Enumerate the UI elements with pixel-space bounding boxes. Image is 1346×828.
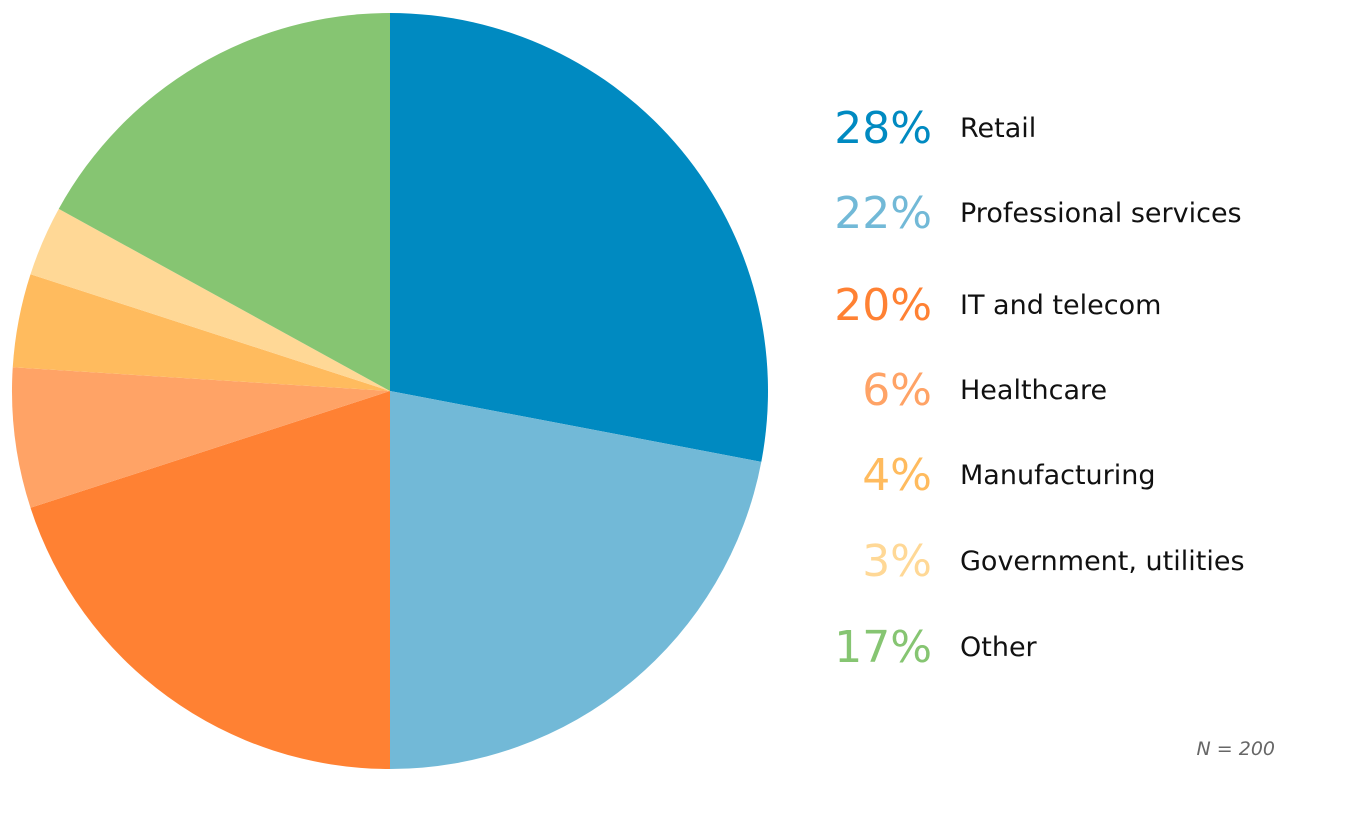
legend-item-it-and-telecom: 20% IT and telecom xyxy=(820,276,1320,336)
legend-item-government-utilities: 3% Government, utilities xyxy=(820,532,1320,592)
pie-slice-healthcare xyxy=(11,367,390,508)
legend-percent-professional-services: 22% xyxy=(834,188,932,239)
legend-label-manufacturing: Manufacturing xyxy=(960,460,1156,491)
legend-percent-government-utilities: 3% xyxy=(862,536,932,587)
legend-percent-manufacturing: 4% xyxy=(862,450,932,501)
pie-slice-government-utilities xyxy=(30,208,390,391)
legend: 28% Retail 22% Professional services 20%… xyxy=(820,0,1320,828)
legend-percent-it-and-telecom: 20% xyxy=(834,280,932,331)
sample-size-note: N = 200 xyxy=(1196,738,1275,760)
legend-label-professional-services: Professional services xyxy=(960,198,1242,229)
legend-percent-healthcare: 6% xyxy=(862,365,932,416)
legend-label-healthcare: Healthcare xyxy=(960,375,1108,406)
legend-item-retail: 28% Retail xyxy=(820,99,1320,159)
pie-slice-manufacturing xyxy=(12,274,390,391)
legend-item-manufacturing: 4% Manufacturing xyxy=(820,446,1320,506)
legend-label-retail: Retail xyxy=(960,113,1037,144)
legend-label-it-and-telecom: IT and telecom xyxy=(960,290,1162,321)
legend-label-government-utilities: Government, utilities xyxy=(960,546,1245,577)
legend-label-other: Other xyxy=(960,632,1037,663)
pie-slice-retail xyxy=(390,13,769,462)
legend-percent-retail: 28% xyxy=(834,103,932,154)
legend-item-healthcare: 6% Healthcare xyxy=(820,361,1320,421)
legend-percent-other: 17% xyxy=(834,622,932,673)
legend-item-other: 17% Other xyxy=(820,618,1320,678)
pie-chart xyxy=(11,13,769,769)
pie-slice-other xyxy=(58,13,390,391)
pie-slice-professional-services xyxy=(390,391,762,769)
pie-slice-it-and-telecom xyxy=(30,391,390,769)
legend-item-professional-services: 22% Professional services xyxy=(820,184,1320,244)
